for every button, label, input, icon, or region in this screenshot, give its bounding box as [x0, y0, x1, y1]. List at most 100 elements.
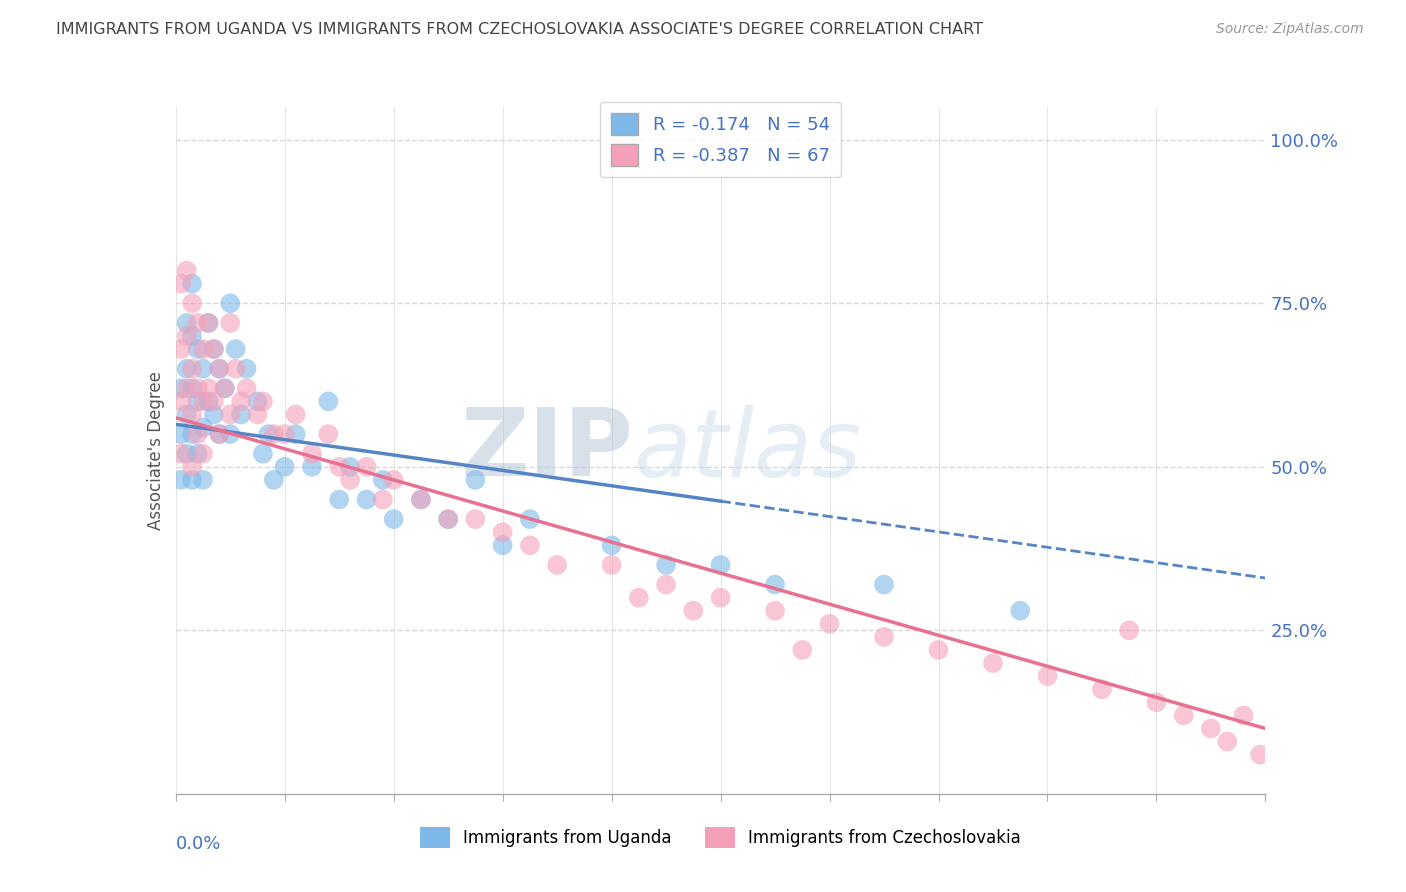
Point: [546, 558, 568, 572]
Point: [219, 427, 242, 442]
Point: [1232, 708, 1256, 723]
Point: [197, 394, 219, 409]
Point: [655, 577, 678, 591]
Point: [181, 473, 204, 487]
Point: [197, 316, 219, 330]
Point: [763, 577, 786, 591]
Point: [356, 492, 378, 507]
Point: [225, 342, 247, 356]
Point: [409, 492, 432, 507]
Point: [235, 381, 257, 395]
Point: [437, 512, 460, 526]
Point: [170, 473, 193, 487]
Point: [208, 427, 231, 442]
Point: [1010, 604, 1032, 618]
Point: [519, 538, 541, 552]
Point: [214, 381, 236, 395]
Point: [252, 394, 274, 409]
Point: [176, 408, 198, 422]
Point: [219, 408, 242, 422]
Point: [202, 342, 225, 356]
Point: [176, 329, 198, 343]
Point: [197, 316, 219, 330]
Point: [225, 361, 247, 376]
Point: [186, 342, 209, 356]
Point: [181, 277, 204, 291]
Point: [284, 408, 307, 422]
Point: [181, 361, 204, 376]
Point: [382, 512, 405, 526]
Point: [627, 591, 650, 605]
Point: [191, 420, 214, 434]
Point: [170, 277, 193, 291]
Point: [235, 361, 257, 376]
Point: [710, 558, 733, 572]
Point: [186, 427, 209, 442]
Point: [181, 329, 204, 343]
Point: [181, 408, 204, 422]
Point: [231, 408, 253, 422]
Point: [186, 316, 209, 330]
Point: [1216, 734, 1239, 748]
Point: [301, 447, 323, 461]
Point: [202, 394, 225, 409]
Y-axis label: Associate's Degree: Associate's Degree: [146, 371, 165, 530]
Point: [263, 427, 285, 442]
Point: [170, 447, 193, 461]
Legend: R = -0.174   N = 54, R = -0.387   N = 67: R = -0.174 N = 54, R = -0.387 N = 67: [600, 103, 841, 178]
Point: [492, 538, 515, 552]
Point: [1144, 695, 1167, 709]
Point: [371, 473, 394, 487]
Point: [176, 316, 198, 330]
Point: [339, 459, 361, 474]
Text: IMMIGRANTS FROM UGANDA VS IMMIGRANTS FROM CZECHOSLOVAKIA ASSOCIATE'S DEGREE CORR: IMMIGRANTS FROM UGANDA VS IMMIGRANTS FRO…: [56, 22, 983, 37]
Point: [252, 447, 274, 461]
Point: [181, 427, 204, 442]
Point: [191, 394, 214, 409]
Point: [197, 381, 219, 395]
Point: [181, 381, 204, 395]
Point: [356, 459, 378, 474]
Point: [763, 604, 786, 618]
Point: [181, 459, 204, 474]
Point: [318, 427, 340, 442]
Point: [284, 427, 307, 442]
Point: [186, 381, 209, 395]
Point: [519, 512, 541, 526]
Point: [170, 394, 193, 409]
Point: [318, 394, 340, 409]
Point: [186, 447, 209, 461]
Point: [208, 361, 231, 376]
Point: [176, 263, 198, 277]
Point: [873, 577, 896, 591]
Point: [274, 459, 297, 474]
Point: [176, 447, 198, 461]
Point: [170, 342, 193, 356]
Point: [208, 427, 231, 442]
Point: [464, 473, 486, 487]
Point: [274, 427, 297, 442]
Point: [710, 591, 733, 605]
Point: [818, 616, 841, 631]
Text: Source: ZipAtlas.com: Source: ZipAtlas.com: [1216, 22, 1364, 37]
Text: 0.0%: 0.0%: [176, 835, 221, 853]
Point: [981, 656, 1004, 670]
Point: [492, 525, 515, 540]
Point: [191, 473, 214, 487]
Point: [181, 296, 204, 310]
Point: [409, 492, 432, 507]
Point: [191, 361, 214, 376]
Point: [170, 427, 193, 442]
Point: [246, 408, 269, 422]
Point: [464, 512, 486, 526]
Point: [382, 473, 405, 487]
Point: [1199, 722, 1222, 736]
Point: [202, 408, 225, 422]
Point: [1173, 708, 1195, 723]
Point: [1118, 624, 1140, 638]
Point: [328, 459, 350, 474]
Point: [208, 361, 231, 376]
Point: [301, 459, 323, 474]
Point: [600, 558, 623, 572]
Point: [231, 394, 253, 409]
